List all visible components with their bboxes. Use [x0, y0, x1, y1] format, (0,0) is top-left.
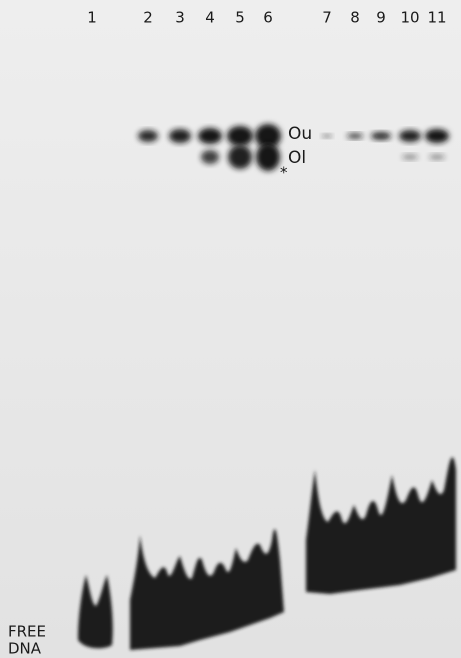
lane-label: 5: [235, 9, 245, 27]
complex-band: [425, 129, 449, 143]
lane-label: 10: [400, 9, 419, 27]
lane-label: 11: [427, 9, 446, 27]
gel-image: 1 2 3 4 56 789 10 11 Ou Ol * FREE DNA: [0, 0, 461, 658]
lane-label: 8: [350, 9, 360, 27]
lane-label: 6: [263, 9, 273, 27]
band-label: Ou: [288, 124, 312, 144]
complex-band: [402, 154, 418, 160]
free-dna-label: DNA: [8, 640, 42, 658]
band-label: Ol: [288, 148, 306, 168]
complex-band: [371, 132, 391, 140]
complex-band: [322, 134, 332, 138]
complex-band: [429, 154, 445, 160]
complex-band: [227, 126, 253, 146]
page: 1234567891011 Ou Ol * FREE DNA (() => { …: [0, 0, 461, 658]
lane-label: 2: [143, 9, 153, 27]
complex-band: [198, 128, 222, 144]
complex-band: [201, 150, 219, 164]
lane-label: 7: [322, 9, 332, 27]
marker: *: [280, 164, 288, 182]
lane-label: 3: [175, 9, 185, 27]
lane-label: 4: [205, 9, 215, 27]
complex-band: [256, 143, 280, 171]
complex-band: [138, 130, 158, 142]
complex-band: [228, 145, 252, 169]
lane-label: 9: [376, 9, 386, 27]
complex-band: [399, 130, 421, 142]
lane-label: 1: [87, 9, 97, 27]
complex-band: [169, 129, 191, 143]
free-dna-label: FREE: [8, 623, 46, 641]
complex-band: [347, 133, 363, 139]
